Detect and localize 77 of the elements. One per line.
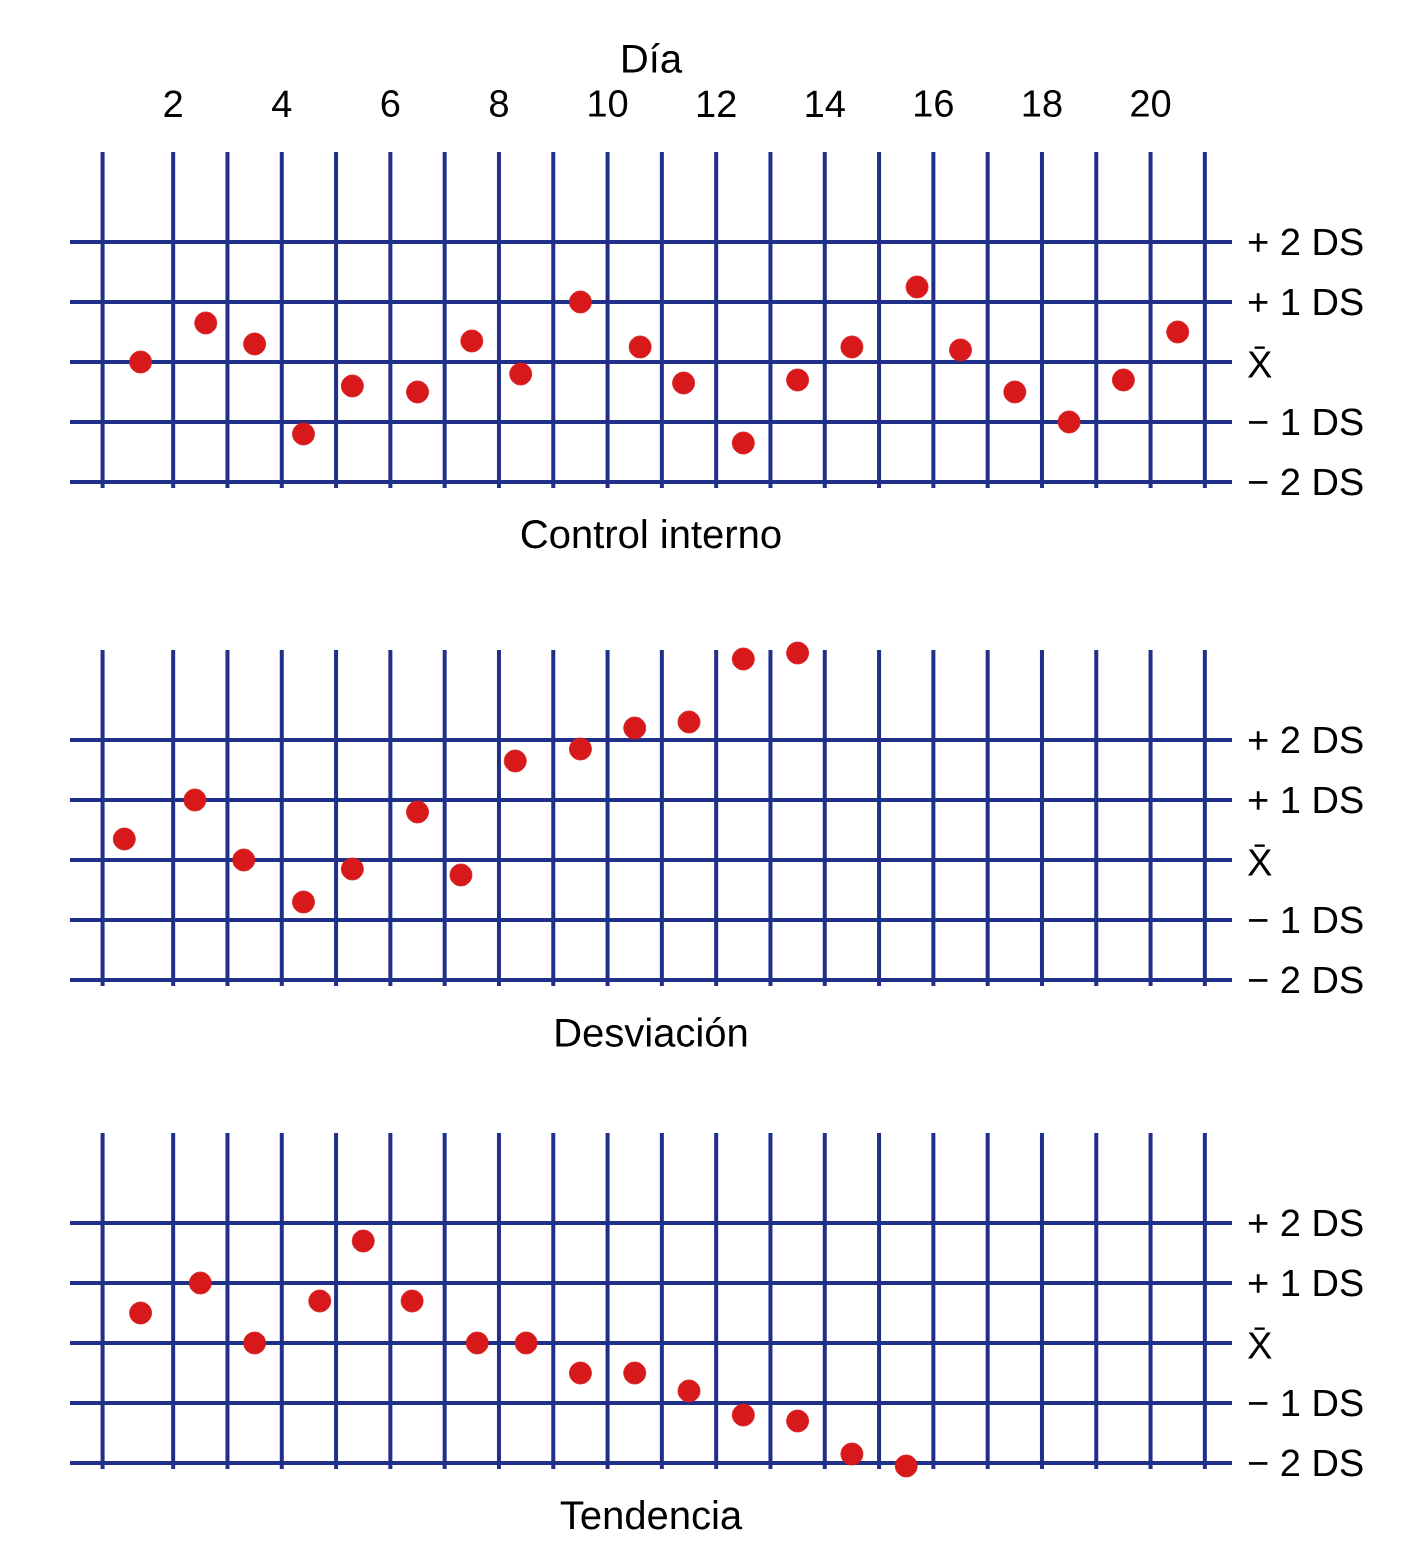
point [569, 290, 592, 314]
point [840, 335, 864, 359]
y-tick-label: − 1 DS [1248, 408, 1363, 436]
point [677, 1379, 701, 1403]
point [1057, 410, 1081, 434]
text: Desviación [556, 1017, 747, 1047]
point [514, 1331, 538, 1355]
x-axis-title: Día [623, 43, 683, 73]
point [465, 1331, 489, 1355]
y-tick-label: + 2 DS [1248, 1209, 1363, 1237]
x-tick-label: 20 [1131, 90, 1171, 117]
y-tick-label: + 2 DS [1248, 726, 1363, 754]
point [786, 368, 810, 392]
point [400, 1289, 424, 1313]
y-tick-label: X̄ [1247, 844, 1272, 876]
point [194, 311, 218, 335]
point [292, 422, 315, 446]
x-tick-label: 2 [164, 90, 182, 117]
point [406, 380, 429, 404]
point [188, 1271, 212, 1295]
point [340, 857, 364, 881]
point [949, 338, 972, 362]
point [183, 788, 207, 812]
point [449, 863, 473, 887]
point [569, 737, 592, 761]
point [292, 890, 315, 914]
y-tick-label: − 2 DS [1248, 468, 1363, 496]
point [308, 1289, 332, 1313]
point [786, 641, 810, 665]
x-tick-label: 6 [381, 90, 400, 117]
point [677, 710, 701, 734]
text: Tendencia [560, 1500, 743, 1530]
point [672, 371, 695, 395]
y-tick-label: X̄ [1247, 1327, 1272, 1359]
x-tick-label: 4 [272, 90, 292, 117]
x-tick-label: 14 [806, 90, 845, 117]
point [503, 749, 527, 773]
point [786, 1409, 810, 1433]
point [406, 800, 429, 824]
point [112, 827, 136, 851]
point [129, 1301, 152, 1325]
point [569, 1361, 592, 1385]
point [905, 275, 929, 299]
y-tick-label: + 1 DS [1248, 288, 1363, 316]
point [340, 374, 364, 398]
point [1003, 380, 1027, 404]
y-tick-label: X̄ [1247, 346, 1272, 378]
point [509, 362, 533, 386]
point [840, 1442, 864, 1466]
y-tick-label: + 1 DS [1248, 786, 1363, 814]
point [623, 1361, 647, 1385]
x-tick-label: 12 [697, 90, 736, 117]
point [243, 1331, 267, 1355]
point [731, 1403, 755, 1427]
point [129, 350, 152, 374]
text: Control interno [521, 519, 781, 549]
point [623, 716, 647, 740]
y-tick-label: + 1 DS [1248, 1269, 1363, 1297]
y-tick-label: − 2 DS [1248, 966, 1363, 994]
x-tick-label: 10 [589, 90, 628, 117]
point [243, 332, 267, 356]
point [1166, 320, 1190, 344]
y-tick-label: − 1 DS [1248, 1389, 1363, 1417]
point [894, 1454, 918, 1478]
point [731, 647, 755, 671]
point [731, 431, 755, 455]
point [460, 329, 484, 353]
point [232, 848, 256, 872]
x-tick-label: 8 [490, 90, 508, 117]
y-tick-label: − 1 DS [1248, 906, 1363, 934]
y-tick-label: + 2 DS [1248, 228, 1363, 256]
x-tick-label: 16 [915, 90, 953, 117]
point [351, 1229, 375, 1253]
point [1112, 368, 1135, 392]
x-tick-label: 18 [1023, 90, 1062, 117]
y-tick-label: − 2 DS [1248, 1449, 1363, 1477]
point [628, 335, 652, 359]
